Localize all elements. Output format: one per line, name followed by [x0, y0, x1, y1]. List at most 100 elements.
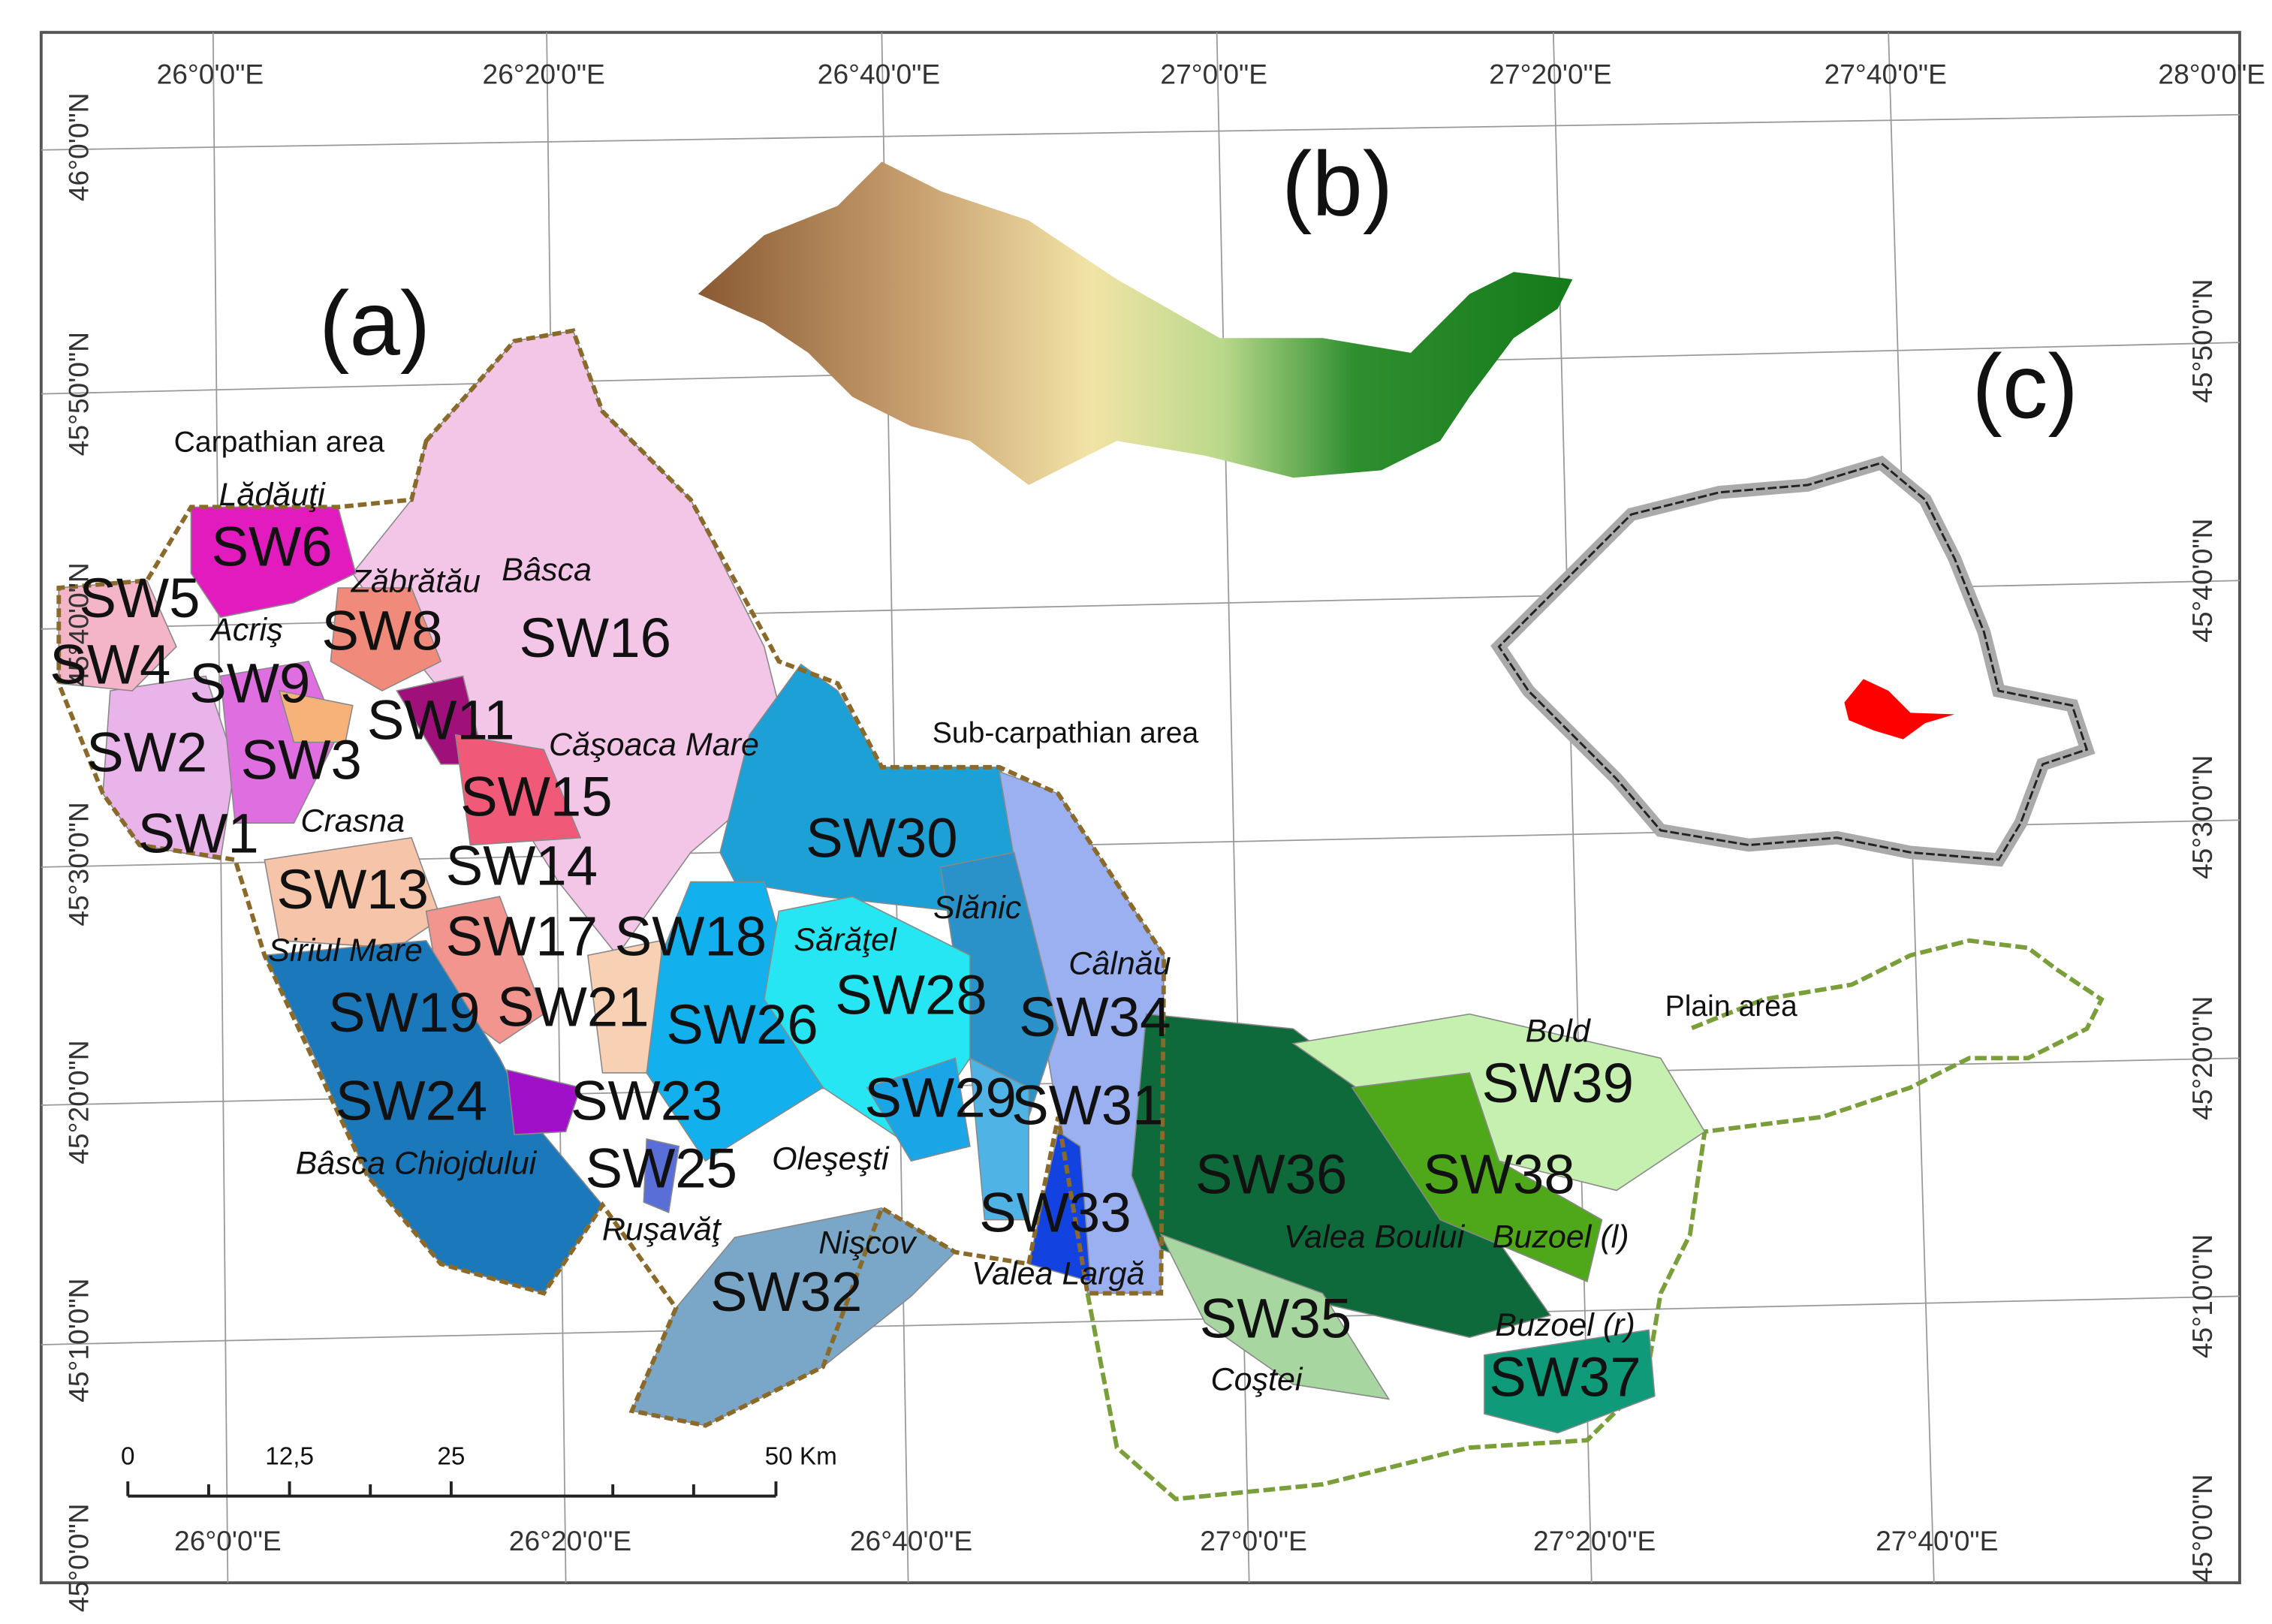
place-name: Slănic — [933, 890, 1022, 926]
area-label: Sub-carpathian area — [933, 717, 1199, 749]
latitude-label: 45°40'0"N — [2186, 519, 2218, 643]
latitude-label: 46°0'0"N — [62, 92, 94, 201]
subwatershed-label: SW2 — [86, 722, 207, 784]
subwatershed — [264, 836, 442, 949]
plain-boundary — [1085, 938, 2105, 1502]
scale-bar — [126, 1481, 778, 1498]
longitude-label: 26°20'0"E — [509, 1525, 631, 1556]
subwatershed-label: SW6 — [212, 516, 333, 578]
subwatershed-label: SW9 — [189, 652, 310, 715]
subwatersheds — [56, 328, 2105, 1502]
latitude-label: 45°0'0"N — [62, 1503, 94, 1612]
place-name: Bold — [1526, 1013, 1592, 1049]
place-name: Valea Boului — [1284, 1219, 1466, 1255]
latitude-label: 45°50'0"N — [62, 332, 94, 456]
place-name: Bâsca — [502, 552, 592, 588]
place-name: Căşoaca Mare — [549, 727, 759, 763]
latitude-label: 45°10'0"N — [2186, 1234, 2218, 1358]
subwatershed — [643, 1138, 680, 1213]
subwatershed-label: SW33 — [979, 1181, 1131, 1243]
place-name: Lădăuţi — [218, 477, 326, 513]
subwatershed-label: SW24 — [336, 1070, 487, 1132]
parallel — [41, 1295, 2240, 1345]
subwatershed-label: SW21 — [497, 975, 649, 1038]
latitude-label: 45°10'0"N — [62, 1278, 94, 1402]
place-name: Crasna — [300, 803, 405, 839]
subwatershed — [1351, 1072, 1603, 1282]
scale-label: 25 — [437, 1443, 465, 1471]
longitude-label: 27°20'0"E — [1533, 1525, 1656, 1556]
latitude-label: 45°0'0"N — [2186, 1474, 2218, 1583]
latitude-label: 45°20'0"N — [2186, 996, 2218, 1120]
subwatershed — [1159, 1233, 1391, 1400]
subwatershed-label: SW37 — [1489, 1346, 1641, 1409]
subwatershed-label: SW15 — [460, 765, 613, 827]
longitude-label: 27°0'0"E — [1160, 59, 1267, 90]
place-name: Acriş — [209, 612, 283, 648]
longitude-label: 26°40'0"E — [818, 59, 940, 90]
subwatershed — [278, 690, 354, 743]
longitude-label: 27°0'0"E — [1200, 1525, 1307, 1556]
subwatershed — [866, 1057, 971, 1162]
panel-label: (b) — [1282, 133, 1393, 235]
subwatershed-label: SW13 — [277, 858, 429, 920]
latitude-label: 45°20'0"N — [62, 1040, 94, 1164]
subwatershed-label: SW8 — [321, 599, 442, 661]
subwatershed-label: SW36 — [1195, 1143, 1348, 1205]
study-area-location — [1844, 679, 1955, 740]
subwatershed-label: SW11 — [367, 689, 515, 752]
place-name: Oleşeşti — [772, 1141, 890, 1177]
subwatershed-label: SW5 — [79, 567, 200, 629]
place-name: Bâsca Chiojdului — [296, 1146, 538, 1182]
latitude-label: 45°30'0"N — [2186, 755, 2218, 879]
scale-label: 12,5 — [265, 1443, 314, 1471]
subwatershed-label: SW35 — [1200, 1287, 1352, 1349]
parallel — [41, 113, 2240, 151]
longitude-label: 27°40'0"E — [1825, 59, 1947, 90]
longitude-label: 26°20'0"E — [483, 59, 605, 90]
scale-label: 0 — [121, 1443, 135, 1471]
place-name: Coştei — [1210, 1361, 1303, 1397]
study-area-boundary — [56, 328, 1167, 1428]
place-name: Valea Largă — [972, 1255, 1145, 1291]
latitude-label: 45°30'0"N — [62, 802, 94, 926]
subwatershed-label: SW1 — [138, 802, 259, 864]
subwatershed-label: SW4 — [50, 633, 170, 695]
subwatershed — [454, 734, 582, 846]
place-name: Nişcov — [818, 1225, 918, 1261]
place-name: Siriul Mare — [268, 933, 423, 969]
subwatershed-label: SW18 — [615, 905, 767, 967]
latitude-label: 45°50'0"N — [2186, 279, 2218, 402]
subwatershed — [506, 1068, 582, 1135]
longitude-label: 26°40'0"E — [850, 1525, 972, 1556]
map-frame — [39, 31, 2241, 1585]
subwatershed-label: SW39 — [1481, 1052, 1634, 1114]
subwatershed-label: SW16 — [519, 607, 671, 669]
panel-label: (c) — [1972, 336, 2078, 438]
subwatershed-label: SW34 — [1019, 986, 1171, 1048]
longitude-label: 26°0'0"E — [174, 1525, 282, 1556]
latitude-label: 45°40'0"N — [62, 562, 94, 686]
area-label: Carpathian area — [174, 426, 385, 459]
subwatershed-label: SW19 — [328, 981, 481, 1044]
subwatershed-label: SW25 — [586, 1137, 738, 1200]
subwatershed-label: SW31 — [1011, 1074, 1164, 1136]
romania-border — [1497, 462, 2089, 861]
subwatershed-label: SW14 — [446, 834, 598, 896]
scale-label: 50 Km — [765, 1443, 837, 1471]
subwatershed-label: SW23 — [571, 1070, 723, 1132]
subwatershed-label: SW3 — [241, 729, 362, 791]
longitude-label: 26°0'0"E — [157, 59, 264, 90]
subwatershed-label: SW32 — [710, 1261, 862, 1323]
subwatershed — [1484, 1329, 1656, 1434]
subwatershed-label: SW28 — [835, 964, 987, 1026]
subwatershed-label: SW30 — [806, 806, 958, 869]
place-name: Sărăţel — [794, 922, 897, 958]
subwatershed-label: SW29 — [864, 1067, 1017, 1129]
place-name: Buzoel (l) — [1493, 1219, 1629, 1255]
longitude-label: 28°0'0"E — [2158, 59, 2265, 90]
place-name: Câlnău — [1068, 945, 1171, 981]
subwatershed-label: SW38 — [1423, 1143, 1575, 1205]
